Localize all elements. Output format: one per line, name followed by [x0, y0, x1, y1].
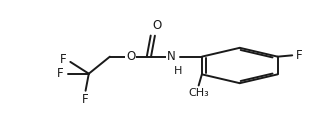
Text: N: N: [167, 50, 175, 63]
Text: O: O: [152, 19, 161, 32]
Text: F: F: [82, 93, 89, 106]
Text: F: F: [60, 53, 66, 66]
Text: O: O: [126, 50, 135, 63]
Text: F: F: [57, 67, 64, 80]
Text: CH₃: CH₃: [188, 88, 209, 98]
Text: F: F: [295, 49, 302, 62]
Text: H: H: [174, 66, 182, 76]
